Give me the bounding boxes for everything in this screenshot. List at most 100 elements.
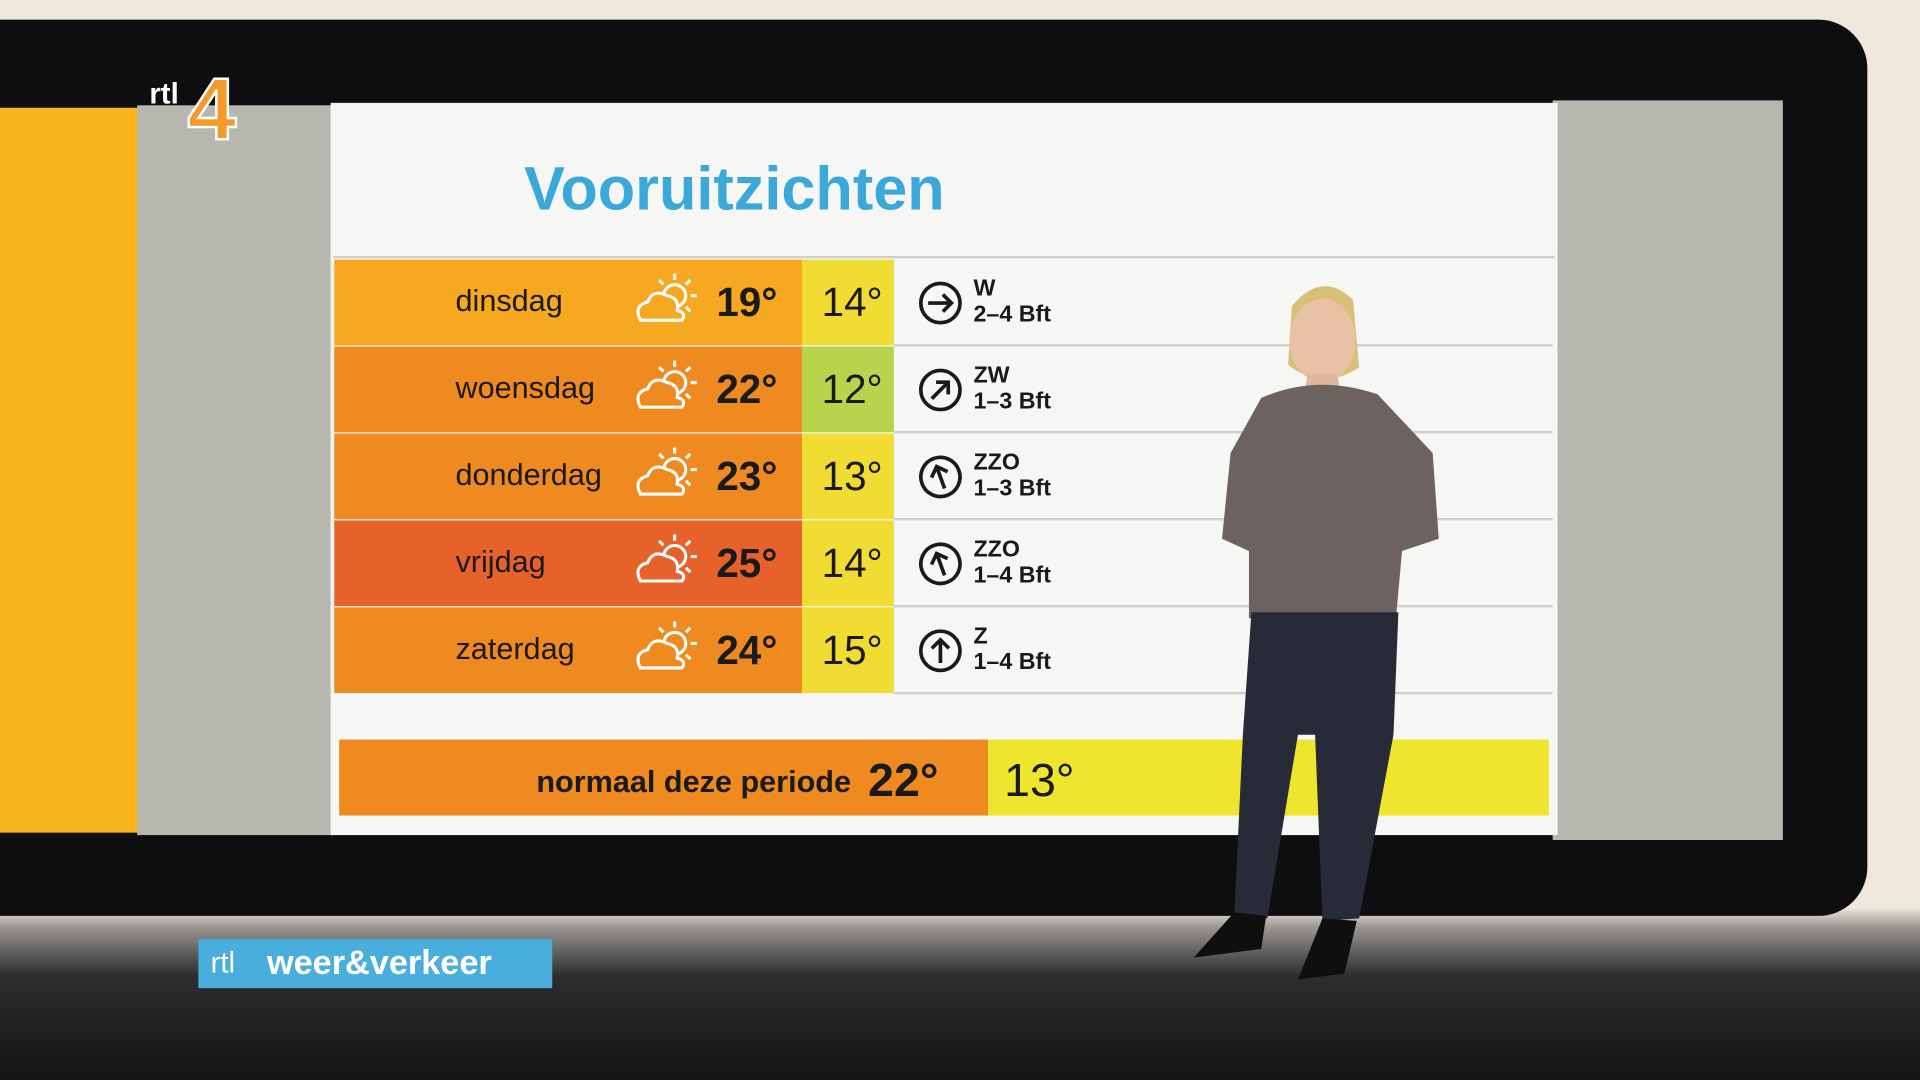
day-cell bbox=[334, 346, 803, 433]
sun-ray bbox=[684, 626, 692, 634]
day: woensdag bbox=[455, 371, 596, 405]
branding-program: weer&verkeer bbox=[266, 944, 492, 982]
cloud bbox=[636, 291, 686, 322]
wind-direction: Z bbox=[973, 622, 987, 648]
sun-ray bbox=[684, 566, 692, 574]
studio-floor bbox=[0, 906, 1920, 1080]
yellow-panel bbox=[0, 107, 150, 833]
wind-icon bbox=[918, 455, 962, 499]
wind-circle bbox=[918, 368, 962, 412]
min-temp: 12° bbox=[822, 366, 883, 412]
cloud bbox=[636, 378, 686, 409]
wind-arrow bbox=[930, 637, 951, 664]
weather-icon bbox=[636, 360, 697, 409]
sun-ray bbox=[658, 626, 665, 634]
max-temp: 19° bbox=[716, 279, 777, 325]
normal-max: 22° bbox=[868, 754, 938, 806]
weather-icon bbox=[636, 621, 697, 670]
wind-arrow bbox=[928, 293, 955, 313]
weather-icon bbox=[636, 447, 697, 496]
cloud bbox=[636, 639, 686, 670]
wind-icon bbox=[918, 629, 962, 673]
day-cell bbox=[334, 607, 803, 694]
wind-force: 1–3 Bft bbox=[973, 474, 1051, 500]
forecast-row: dinsdag 19° 14° W2–4 Bft bbox=[334, 259, 1553, 347]
wind-circle bbox=[918, 542, 962, 586]
day: vrijdag bbox=[456, 545, 546, 579]
max-temp: 23° bbox=[716, 453, 777, 499]
min-temp: 13° bbox=[822, 453, 883, 499]
wind-arrow bbox=[929, 464, 949, 490]
max-temp: 24° bbox=[716, 627, 777, 673]
day: donderdag bbox=[456, 458, 602, 492]
wind-circle bbox=[918, 455, 962, 499]
wind-direction: ZZO bbox=[973, 536, 1020, 562]
wind-direction: W bbox=[973, 275, 995, 301]
wind-icon bbox=[918, 368, 962, 412]
wind-force: 1–4 Bft bbox=[973, 561, 1051, 587]
min-cell bbox=[802, 520, 894, 607]
max-temp: 25° bbox=[716, 540, 777, 586]
title: Vooruitzichten bbox=[524, 155, 945, 223]
logo-name: rtl bbox=[149, 77, 178, 110]
sun-ray bbox=[684, 479, 692, 487]
wind-circle bbox=[918, 629, 962, 673]
min-temp: 14° bbox=[822, 540, 883, 586]
presenter bbox=[1193, 286, 1439, 980]
sun-ray bbox=[684, 653, 692, 661]
cloud bbox=[636, 465, 686, 496]
wind-force: 1–3 Bft bbox=[973, 387, 1051, 413]
sun-ray bbox=[658, 365, 665, 373]
normal-max-cell bbox=[339, 739, 989, 816]
forecast-row: woensdag 22° 12° ZW1–3 Bft bbox=[334, 346, 1553, 434]
gray-panel bbox=[137, 105, 334, 836]
normal-min: 13° bbox=[1004, 754, 1074, 806]
wind-force: 1–4 Bft bbox=[973, 648, 1051, 674]
min-cell bbox=[802, 433, 894, 520]
day-cell bbox=[334, 259, 803, 346]
wind-icon bbox=[918, 542, 962, 586]
sun-ray bbox=[658, 539, 665, 547]
sun-ray bbox=[658, 452, 665, 460]
branding-bar bbox=[198, 939, 553, 989]
sun-ray bbox=[684, 279, 692, 286]
gray-panel bbox=[1552, 100, 1783, 841]
forecast-row: zaterdag 24° 15° Z1–4 Bft bbox=[334, 607, 1553, 695]
day: dinsdag bbox=[456, 284, 563, 318]
logo-number: 4 bbox=[187, 60, 236, 159]
sun-ray bbox=[658, 279, 665, 286]
branding-network: rtl bbox=[211, 947, 235, 980]
min-cell bbox=[802, 607, 894, 694]
cloud bbox=[636, 552, 686, 583]
min-temp: 15° bbox=[822, 627, 883, 673]
wind-arrow bbox=[929, 551, 949, 577]
weather-icon bbox=[636, 534, 697, 583]
wind-force: 2–4 Bft bbox=[973, 300, 1051, 326]
day-cell bbox=[334, 520, 803, 607]
weather-icon bbox=[636, 273, 697, 322]
day-cell bbox=[334, 433, 803, 520]
wind-arrow bbox=[930, 380, 951, 400]
wind-icon bbox=[918, 281, 962, 325]
min-temp: 14° bbox=[822, 279, 883, 325]
wind-circle bbox=[918, 281, 962, 325]
max-temp: 22° bbox=[716, 366, 777, 412]
wind-direction: ZZO bbox=[973, 449, 1020, 475]
day: zaterdag bbox=[456, 632, 575, 666]
min-cell bbox=[802, 259, 894, 346]
sun-ray bbox=[684, 392, 692, 400]
sun-ray bbox=[684, 305, 692, 313]
channel-logo: 4 rtl bbox=[149, 58, 237, 159]
normal-label: normaal deze periode bbox=[536, 765, 851, 799]
sun-ray bbox=[684, 365, 692, 373]
sun-ray bbox=[684, 539, 692, 547]
sun-ray bbox=[684, 452, 692, 460]
min-cell bbox=[802, 346, 894, 433]
wind-direction: ZW bbox=[973, 362, 1009, 388]
